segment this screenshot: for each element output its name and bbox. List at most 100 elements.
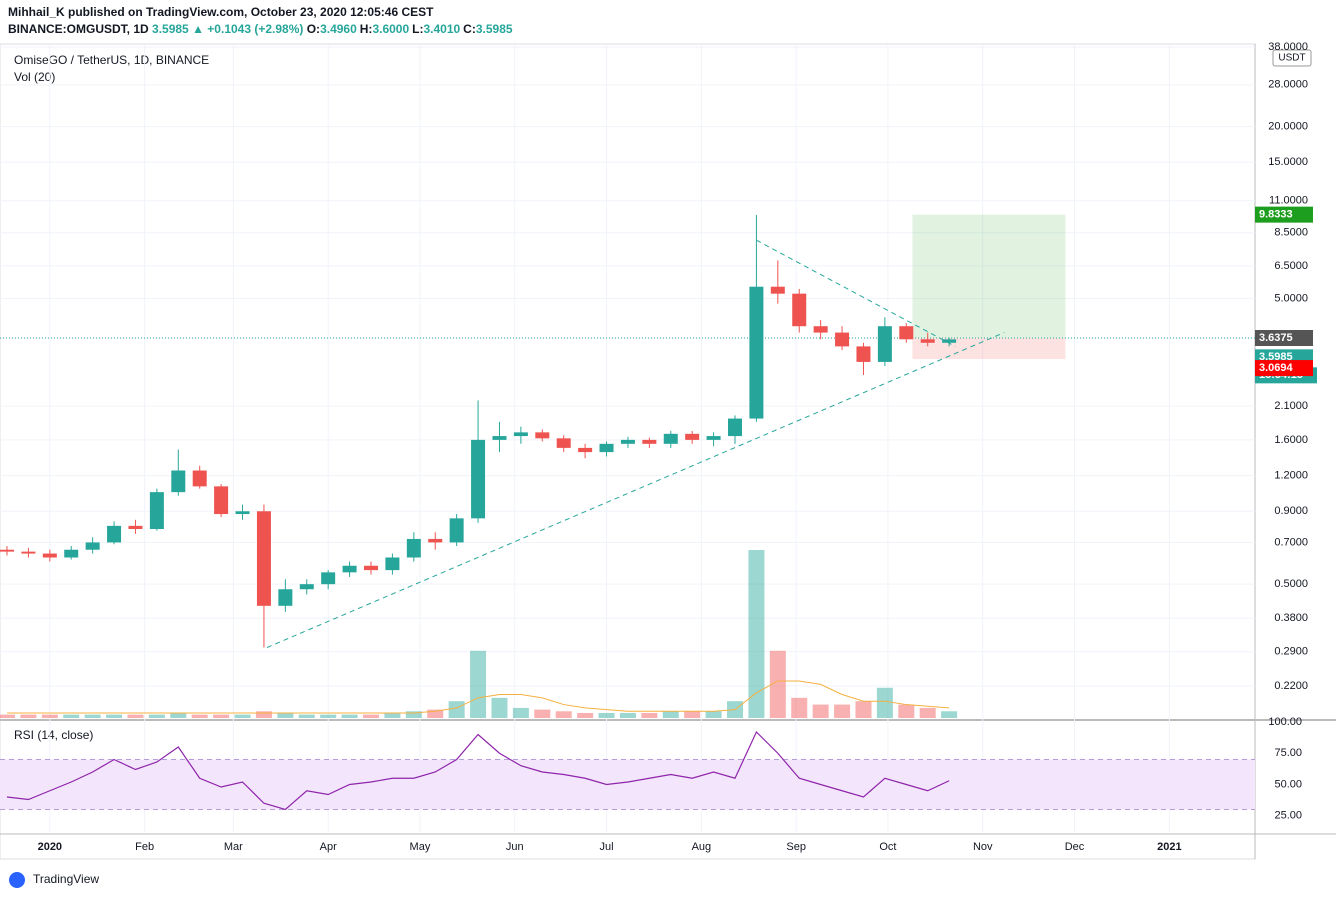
volume-bar bbox=[555, 711, 572, 718]
ohlc-value: 3.6000 bbox=[372, 22, 410, 36]
candle-body bbox=[428, 538, 443, 543]
y-tick-label: 20.0000 bbox=[1268, 120, 1308, 132]
volume-bar bbox=[320, 714, 337, 718]
x-tick-label: May bbox=[410, 841, 431, 853]
candle-body bbox=[471, 439, 486, 519]
volume-bar bbox=[491, 697, 508, 718]
x-tick-label: Feb bbox=[135, 841, 154, 853]
candle-body bbox=[149, 492, 164, 530]
ohlc-label: O: bbox=[306, 22, 321, 36]
candle-body bbox=[813, 326, 828, 333]
y-tick-label: 38.0000 bbox=[1268, 41, 1308, 53]
candle-body bbox=[406, 538, 421, 558]
volume-ma bbox=[7, 680, 950, 714]
x-tick-label: Apr bbox=[320, 841, 337, 853]
candle-body bbox=[535, 432, 550, 439]
volume-bar bbox=[41, 714, 58, 718]
volume-bar bbox=[641, 712, 658, 718]
candle-body bbox=[364, 565, 378, 571]
y-tick-label: 0.9000 bbox=[1274, 505, 1308, 517]
currency: USDT bbox=[1278, 53, 1305, 64]
volume-bar bbox=[855, 701, 872, 718]
volume-bar bbox=[919, 707, 936, 718]
candle-body bbox=[728, 418, 742, 437]
ohlc-label: L: bbox=[412, 22, 424, 36]
candle-body bbox=[21, 551, 36, 554]
volume-bar bbox=[512, 707, 529, 718]
candle-body bbox=[663, 433, 678, 444]
stop-label: 3.0694 bbox=[1259, 362, 1294, 374]
volume-bar bbox=[363, 714, 379, 718]
last-price: 3.5985 bbox=[152, 22, 189, 36]
trend-line bbox=[756, 239, 956, 347]
x-tick-label: Nov bbox=[973, 841, 993, 853]
candle-body bbox=[578, 447, 593, 453]
x-tick-label: 2021 bbox=[1157, 841, 1181, 853]
volume-bar bbox=[577, 712, 594, 718]
target-label-bg bbox=[1255, 206, 1313, 223]
target-label: 9.8333 bbox=[1259, 209, 1293, 221]
volume-bar bbox=[84, 714, 101, 718]
volume-bar bbox=[534, 709, 551, 718]
y-tick-label: 0.5000 bbox=[1274, 578, 1308, 590]
entry-label: 3.6375 bbox=[1259, 332, 1293, 344]
candle-body bbox=[513, 432, 528, 437]
symbol-line: BINANCE:OMGUSDT, 1D 3.5985 ▲ +0.1043 (+2… bbox=[8, 22, 516, 36]
x-tick-label: Jun bbox=[506, 841, 524, 853]
y-tick-label: 6.5000 bbox=[1274, 260, 1308, 272]
candle-body bbox=[321, 572, 336, 585]
volume-bar bbox=[812, 704, 829, 718]
rsi-line bbox=[6, 730, 950, 811]
volume-bar bbox=[106, 714, 123, 718]
x-tick-label: Jul bbox=[599, 841, 613, 853]
candle-body bbox=[856, 346, 871, 362]
candle-body bbox=[835, 332, 850, 347]
rsi-band bbox=[0, 759, 1255, 810]
volume-bar bbox=[234, 714, 251, 718]
candle-body bbox=[599, 443, 614, 453]
entry-label-bg bbox=[1255, 330, 1313, 347]
volume-bar bbox=[898, 704, 915, 718]
x-tick-label: Aug bbox=[692, 841, 712, 853]
y-tick-label: 1.2000 bbox=[1274, 469, 1308, 481]
publisher-line: Mihhail_K published on TradingView.com, … bbox=[8, 5, 433, 19]
footer: TradingView bbox=[9, 872, 99, 888]
volume-bar bbox=[127, 714, 144, 718]
candle-body bbox=[642, 439, 657, 444]
volume-bar bbox=[705, 711, 722, 718]
volume-bar bbox=[619, 712, 636, 718]
volume-bar bbox=[405, 711, 422, 718]
x-tick-label: Sep bbox=[786, 841, 806, 853]
publisher: Mihhail_K published on TradingView.com, … bbox=[8, 5, 434, 19]
stop-label-bg bbox=[1255, 360, 1313, 377]
volume-bar bbox=[298, 714, 315, 718]
change: +0.1043 (+2.98%) bbox=[207, 22, 304, 36]
rsi-tick-label: 50.00 bbox=[1274, 778, 1302, 790]
volume-bar bbox=[941, 711, 958, 718]
candle-body bbox=[0, 549, 14, 552]
y-tick-label: 0.3800 bbox=[1274, 612, 1308, 624]
candle-body bbox=[749, 286, 764, 419]
volume-bar bbox=[748, 550, 765, 718]
candle-body bbox=[492, 436, 507, 440]
candle-body bbox=[385, 557, 400, 571]
candle-body bbox=[299, 584, 314, 590]
trend-line bbox=[266, 332, 1005, 649]
symbol: BINANCE:OMGUSDT, 1D bbox=[8, 22, 149, 36]
ohlc: O:3.4960 H:3.6000 L:3.4010 C:3.5985 bbox=[307, 22, 516, 36]
rsi-title: RSI (14, close) bbox=[14, 728, 93, 742]
volume-bar bbox=[662, 711, 679, 718]
volume-bar bbox=[384, 712, 401, 718]
volume-bar bbox=[598, 712, 615, 718]
y-tick-label: 0.2900 bbox=[1274, 646, 1308, 658]
x-tick-label: Mar bbox=[224, 841, 243, 853]
candle-body bbox=[792, 293, 807, 327]
candle-body bbox=[556, 438, 571, 448]
x-tick-label: Oct bbox=[879, 841, 896, 853]
volume-bar bbox=[170, 712, 187, 718]
brand: TradingView bbox=[33, 872, 99, 886]
candle-body bbox=[342, 565, 357, 573]
volume-bar bbox=[448, 701, 465, 718]
